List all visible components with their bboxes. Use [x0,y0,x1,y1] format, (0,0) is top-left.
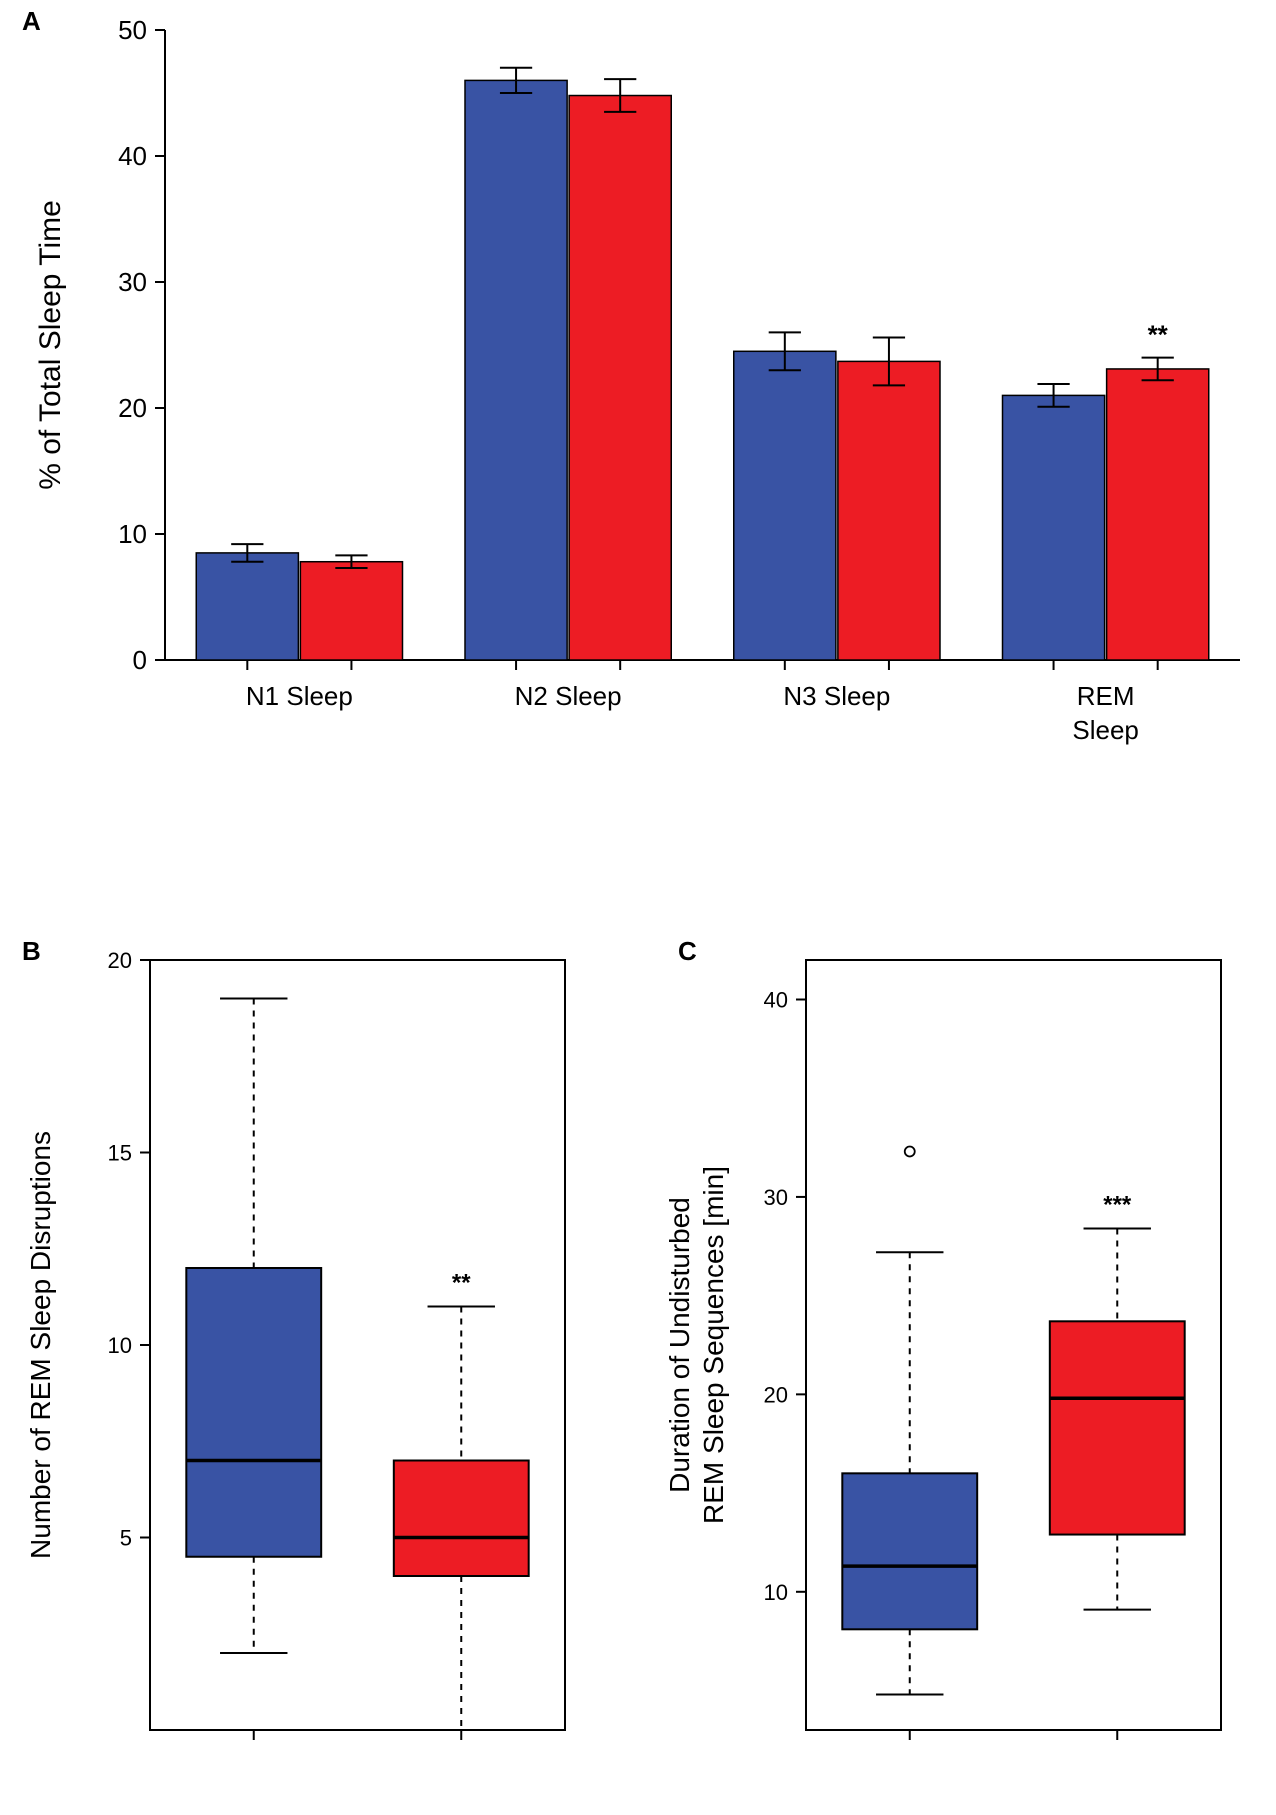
figure-container: A 01020304050% of Total Sleep TimeN1 Sle… [0,0,1276,1815]
svg-text:REM Sleep Sequences [min]: REM Sleep Sequences [min] [698,1166,729,1524]
svg-text:N2 Sleep: N2 Sleep [515,681,622,711]
svg-text:0: 0 [133,645,147,675]
panel-c-chart: 10 20 30 40 Duration of UndisturbedREM Sleep… [656,930,1276,1810]
svg-text:***: *** [1103,1192,1132,1219]
svg-text:40: 40 [118,141,147,171]
svg-text:30: 30 [118,267,147,297]
svg-text:% of Total Sleep Time: % of Total Sleep Time [34,200,67,490]
panel-a-chart: 0 10 20 30 40 50 % of Total Sleep Time N1 Sleep… [0,0,1276,900]
svg-text:Sleep: Sleep [1072,715,1139,745]
svg-text:Number of REM Sleep Disruption: Number of REM Sleep Disruptions [25,1131,56,1559]
svg-text:15: 15 [108,1141,132,1166]
svg-text:5: 5 [120,1526,132,1551]
svg-text:10: 10 [108,1333,132,1358]
svg-text:20: 20 [764,1382,788,1407]
svg-text:10: 10 [764,1580,788,1605]
svg-text:REM: REM [1077,681,1135,711]
svg-text:50: 50 [118,15,147,45]
svg-text:20: 20 [108,948,132,973]
svg-text:20: 20 [118,393,147,423]
svg-text:N3 Sleep: N3 Sleep [783,681,890,711]
svg-text:**: ** [1148,320,1169,350]
svg-text:Duration of Undisturbed: Duration of Undisturbed [664,1197,695,1493]
svg-text:40: 40 [764,987,788,1012]
svg-text:N1 Sleep: N1 Sleep [246,681,353,711]
svg-text:10: 10 [118,519,147,549]
panel-b-chart: 5 10 15 20 Number of REM Sleep Disruptions ** [0,930,620,1810]
svg-text:30: 30 [764,1185,788,1210]
svg-text:**: ** [452,1270,471,1297]
